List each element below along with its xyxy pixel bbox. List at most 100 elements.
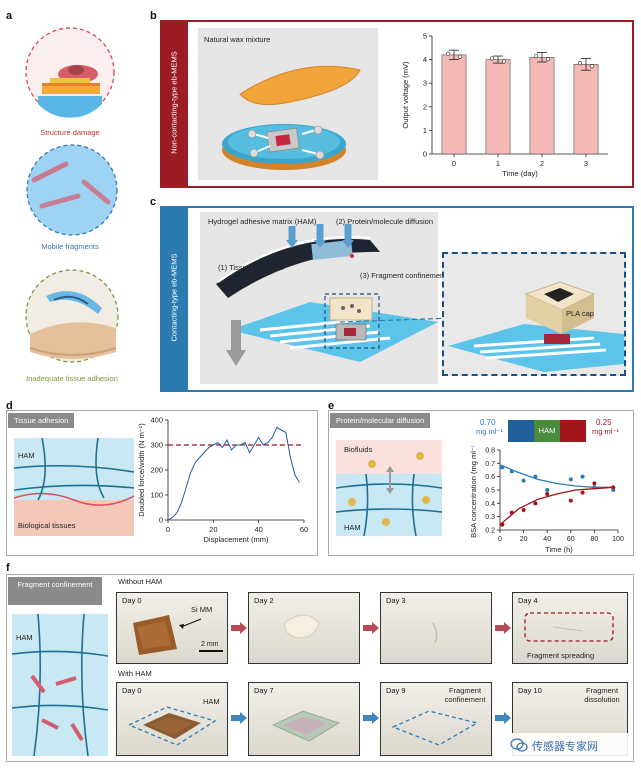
red-arrow-icon <box>363 622 379 634</box>
panel-d-tag: Tissue adhesion <box>8 413 75 428</box>
data-point <box>489 56 495 61</box>
bar <box>529 56 555 155</box>
data-point <box>533 474 538 479</box>
y-tick-label: 300 <box>150 441 163 450</box>
x-axis-label: Time (day) <box>502 169 538 178</box>
left-concentration-unit: mg ml⁻¹ <box>476 427 503 436</box>
y-tick-label: 0.3 <box>485 514 495 521</box>
diffusion-bar-label: HAM <box>538 426 556 435</box>
day-label: Day 0 <box>122 686 142 695</box>
data-point <box>509 469 514 474</box>
data-point <box>580 490 585 495</box>
y-tick-label: 1 <box>423 126 427 135</box>
diffusion-bar-green <box>534 420 560 442</box>
panel-b-side-title: Non-contacting-type eb-MEMS <box>169 51 179 154</box>
y-tick-label: 5 <box>423 32 427 41</box>
with-ham-title: With HAM <box>118 669 152 678</box>
step1-label: (1) Tissue adhesion <box>218 263 284 272</box>
red-arrow-icon <box>231 622 247 634</box>
y-tick-label: 0.7 <box>485 461 495 468</box>
x-axis-label: Displacement (mm) <box>203 535 269 544</box>
y-tick-label: 0.2 <box>485 528 495 535</box>
tissue-adhesion-illustration <box>25 269 119 363</box>
ham-in-photo-label: HAM <box>203 697 220 706</box>
bsa-concentration-chart: Time (h) BSA concentration (mg ml⁻¹) 0.2 0.… <box>469 446 624 554</box>
bar <box>485 59 511 155</box>
fragment-dissolution-label: Fragment dissolution <box>584 686 620 704</box>
si-mm-label: Si MM <box>191 605 213 614</box>
photo-without-ham-day2: Day 2 <box>248 592 360 664</box>
panel-e-label: e <box>328 400 335 412</box>
data-point <box>568 498 573 503</box>
day-label: Day 10 <box>518 686 542 695</box>
x-tick-label: 1 <box>496 159 500 168</box>
y-axis-label: BSA concentration (mg ml⁻¹) <box>469 446 478 538</box>
panel-d-label: d <box>6 400 13 412</box>
blue-arrow-icon <box>495 712 511 724</box>
data-point <box>445 51 451 56</box>
photo-without-ham-day0: Day 0 Si MM 2 mm <box>116 592 228 664</box>
scale-bar-label: 2 mm <box>201 641 219 648</box>
data-point <box>592 481 597 486</box>
x-tick-label: 100 <box>612 536 624 543</box>
left-concentration: 0.70 <box>480 418 496 427</box>
watermark-badge: 传感器专家网 <box>506 733 632 757</box>
red-arrow-icon <box>495 622 511 634</box>
mobile-fragments-caption: Mobile fragments <box>41 242 99 251</box>
y-tick-label: 100 <box>150 491 163 500</box>
data-point <box>500 465 505 470</box>
structure-damage-caption: Structure damage <box>40 128 100 137</box>
y-tick-label: 200 <box>150 466 163 475</box>
panel-f-label: f <box>6 562 10 574</box>
y-tick-label: 0.5 <box>485 488 495 495</box>
step3-label: (3) Fragment confinement <box>360 271 447 280</box>
panel-d-frame <box>6 410 318 556</box>
ham-tissue-illustration <box>14 438 134 536</box>
data-point <box>611 485 616 490</box>
wechat-icon <box>510 738 528 752</box>
data-point <box>580 474 585 479</box>
zoom-connector <box>339 317 455 323</box>
y-tick-label: 0.6 <box>485 474 495 481</box>
panel-b-sidebar <box>160 20 188 188</box>
y-tick-label: 4 <box>423 55 427 64</box>
panel-f-ham-label: HAM <box>16 633 33 642</box>
y-tick-label: 0.4 <box>485 501 495 508</box>
data-point <box>533 501 538 506</box>
tissue-adhesion-caption: Inadequate tissue adhesion <box>26 374 118 383</box>
wax-device-illustration <box>222 65 361 170</box>
output-voltage-bar-chart: Time (day) Output voltage (mV) 0 1 2 3 4 5 0 1 2 3 <box>401 32 608 178</box>
photo-with-ham-day0: Day 0 HAM <box>116 682 228 756</box>
x-tick-label: 60 <box>300 525 308 534</box>
day-label: Day 9 <box>386 686 406 695</box>
data-point <box>457 54 463 59</box>
structure-damage-illustration <box>25 27 115 118</box>
panel-f-frame <box>6 574 634 762</box>
data-point <box>545 57 551 62</box>
x-tick-label: 3 <box>584 159 588 168</box>
wax-mixture-label: Natural wax mixture <box>204 35 271 44</box>
data-point <box>500 522 505 527</box>
y-tick-label: 400 <box>150 416 163 425</box>
y-axis-label: Output voltage (mV) <box>401 61 410 129</box>
data-point <box>521 478 526 483</box>
diffusion-illustration <box>336 440 442 536</box>
force-curve <box>167 426 300 521</box>
day-label: Day 3 <box>386 596 406 605</box>
data-point <box>545 488 550 492</box>
ham-label: Hydrogel adhesive matrix (HAM) <box>208 217 317 226</box>
x-tick-label: 40 <box>254 525 262 534</box>
fit-curve <box>499 486 614 526</box>
data-point <box>509 510 514 515</box>
fragment-spreading-label: Fragment spreading <box>527 651 595 660</box>
y-tick-label: 0 <box>423 150 427 159</box>
step2-label: (2) Protein/molecule diffusion <box>336 217 433 226</box>
eb-mems-exploded-illustration <box>216 224 438 366</box>
x-tick-label: 20 <box>209 525 217 534</box>
x-tick-label: 0 <box>452 159 456 168</box>
data-point <box>568 477 573 482</box>
data-point <box>589 64 595 69</box>
x-tick-label: 80 <box>591 536 599 543</box>
panel-c-side-title: Contacting-type eb-MEMS <box>169 253 179 342</box>
panel-c-sidebar <box>160 206 188 392</box>
